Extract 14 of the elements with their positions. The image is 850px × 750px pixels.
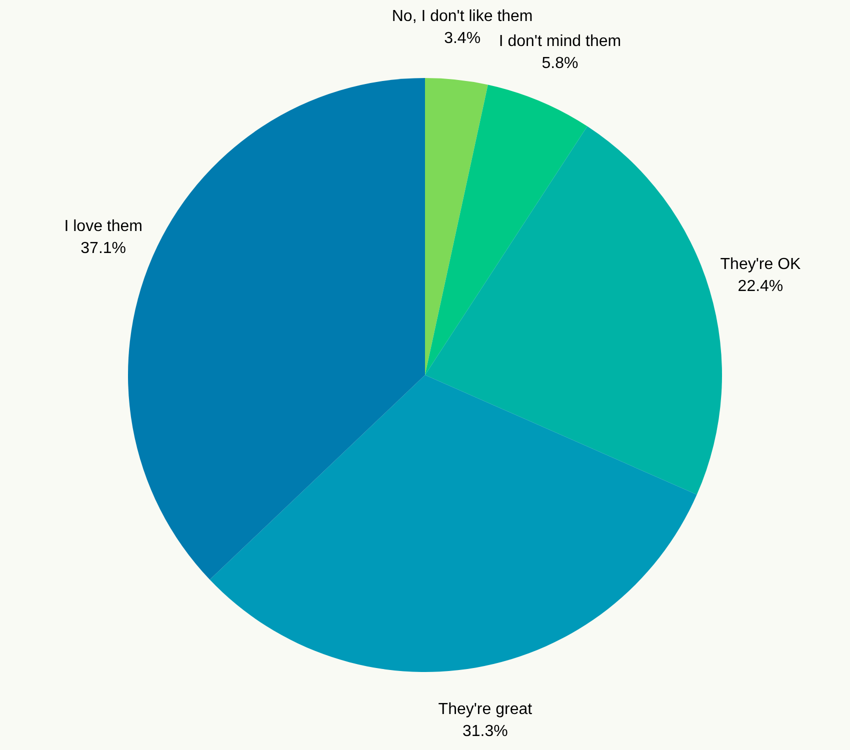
data-label: 3.4% [444,30,481,47]
slice-label: No, I don't like them [392,8,533,25]
pie-slice [425,126,722,495]
slice-label: They're great [438,700,533,718]
slice-label: I love them [64,218,142,236]
data-label: 31.3% [462,722,508,740]
pie-slice [210,375,697,672]
data-label: 5.8% [542,55,578,72]
data-label: 37.1% [80,240,126,258]
slice-label: They're OK [720,256,802,274]
pie-slice [425,78,488,375]
data-label: 22.4% [738,278,784,296]
slice-label: I don't mind them [498,33,622,50]
pie-slice [425,84,588,375]
